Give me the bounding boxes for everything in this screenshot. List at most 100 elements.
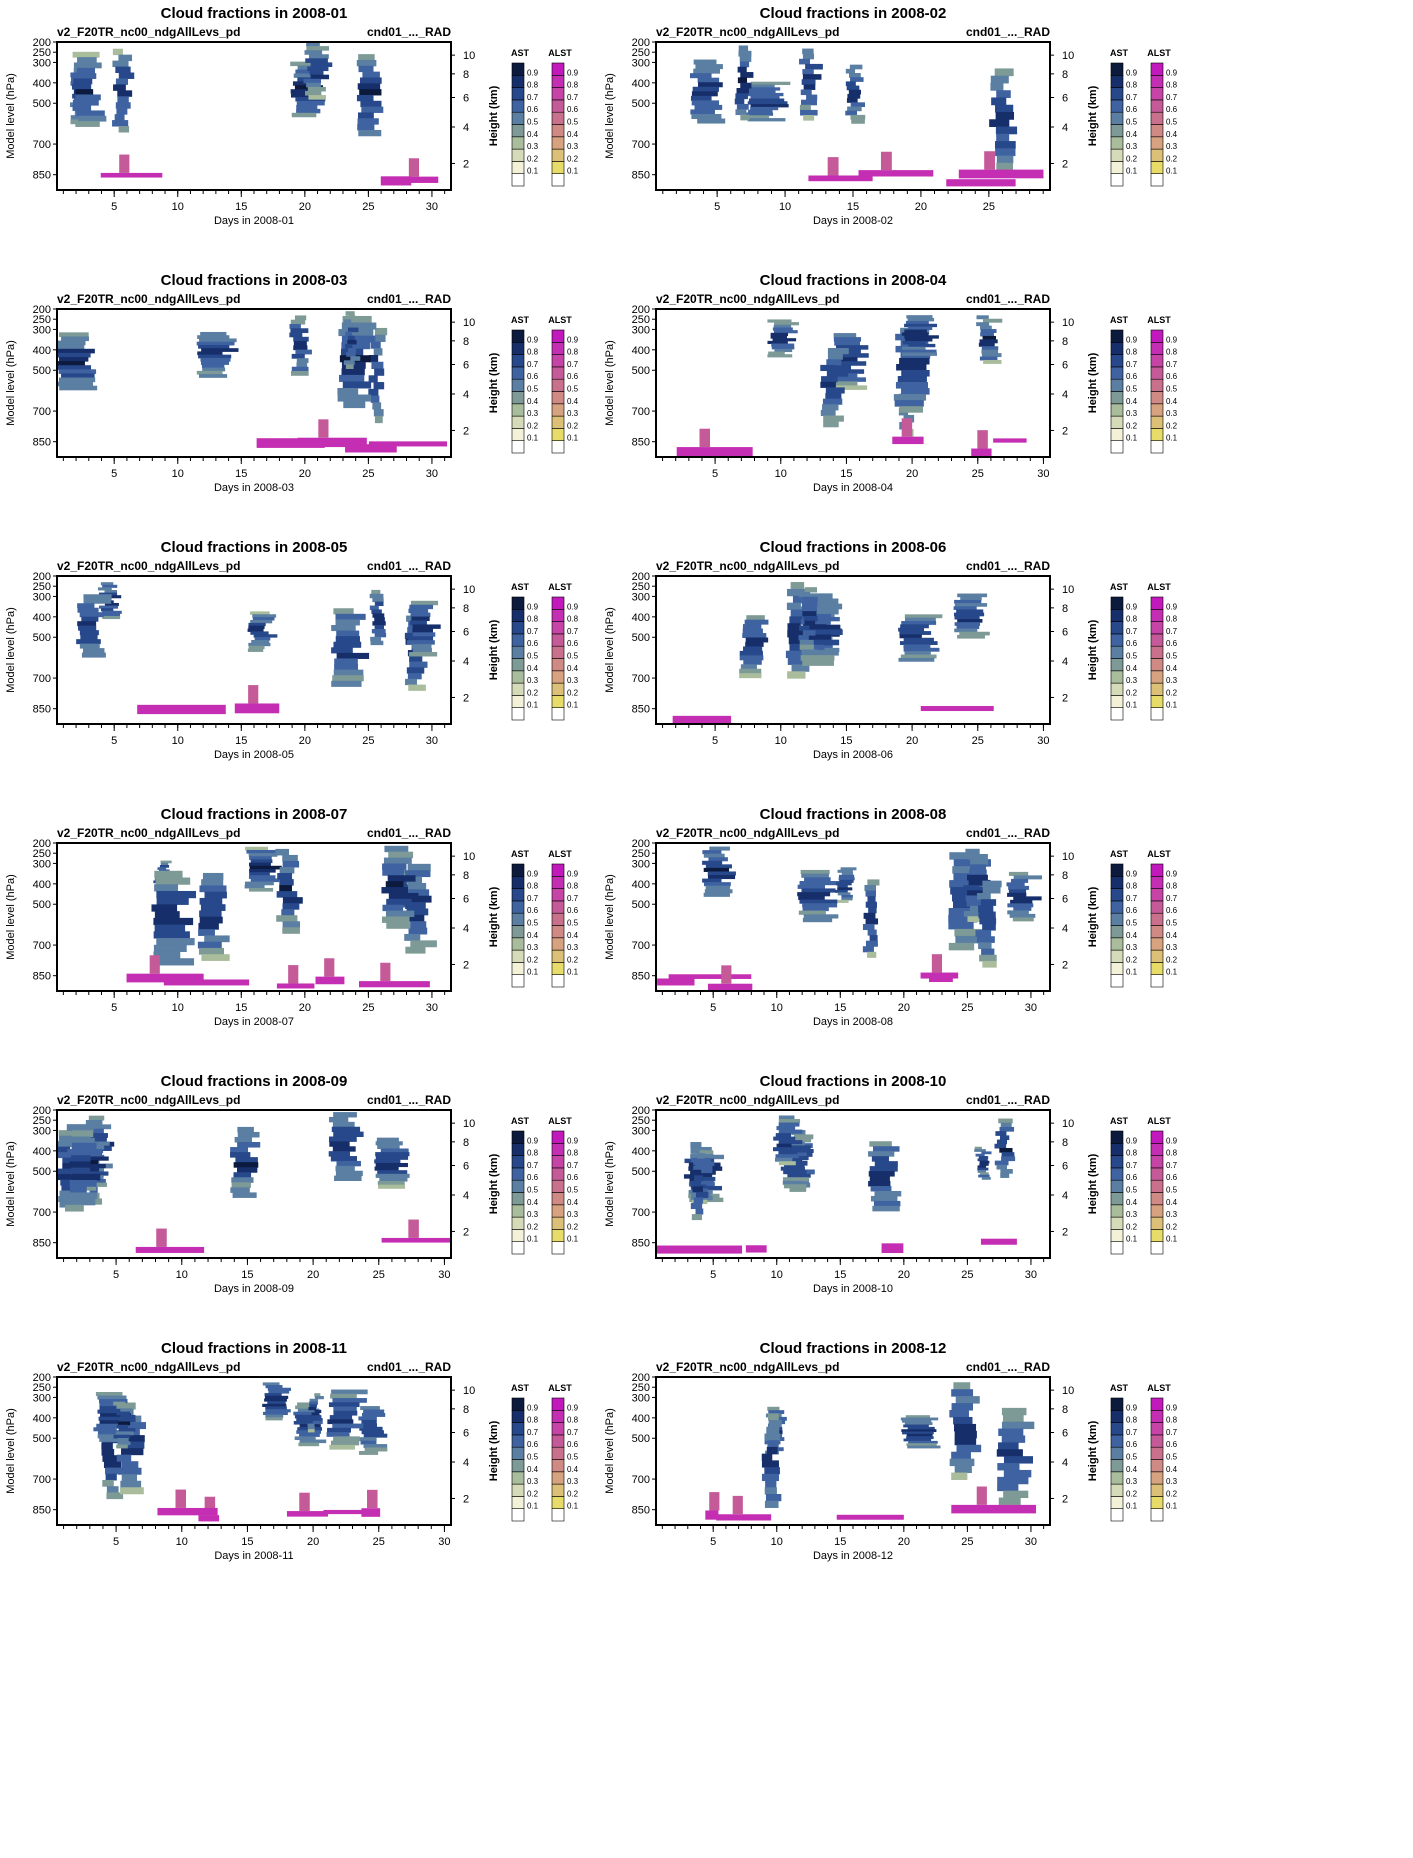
colorbar-title: AST — [511, 315, 530, 325]
panel-title: Cloud fractions in 2008-05 — [161, 539, 348, 556]
cloud-field — [657, 846, 1042, 991]
ast-cell — [276, 891, 298, 898]
ast-cell — [778, 1129, 803, 1134]
colorbar-swatch — [511, 1204, 525, 1218]
ast-cell — [77, 57, 97, 63]
colorbar-label: 0.5 — [1166, 118, 1178, 127]
ast-cell — [800, 619, 831, 625]
colorbar-label: 0.1 — [567, 1235, 579, 1244]
colorbar-swatch — [1110, 925, 1124, 939]
case-name: v2_F20TR_nc00_ndgAllLevs_pd — [656, 1360, 839, 1374]
ast-cell — [739, 61, 750, 68]
colorbar-label: 0.1 — [1166, 167, 1178, 176]
colorbar-swatch — [1150, 1241, 1164, 1255]
y-tick-label: 850 — [33, 1505, 51, 1517]
colorbar-label: 0.5 — [567, 1186, 579, 1195]
ast-cell — [385, 910, 415, 918]
colorbar-label: 0.8 — [1126, 882, 1138, 891]
alst-cell — [286, 1511, 328, 1517]
ast-cell — [104, 589, 118, 594]
x-tick-label: 15 — [834, 1269, 846, 1281]
colorbar-label: 0.7 — [1126, 894, 1138, 903]
colorbar-swatch — [1110, 161, 1124, 174]
ast-cell — [59, 1201, 78, 1208]
ast-cell — [787, 1173, 811, 1178]
x-tick-label: 30 — [1025, 1269, 1037, 1281]
ast-cell — [948, 914, 978, 923]
ast-cell — [282, 921, 301, 928]
ast-cell — [412, 624, 441, 629]
colorbar-swatch — [511, 912, 525, 926]
y2-tick-label: 4 — [1062, 923, 1068, 935]
ast-cell — [771, 346, 795, 350]
ast-cell — [356, 94, 374, 102]
ast-cell — [804, 629, 843, 636]
alst-cell — [808, 175, 873, 182]
colorbar-label: 0.1 — [1126, 701, 1138, 710]
colorbar-swatch — [1110, 1216, 1124, 1230]
ast-cell — [248, 862, 271, 867]
colorbar-label: 0.5 — [1126, 1453, 1138, 1462]
ast-cell — [789, 643, 804, 652]
alst-cell — [977, 430, 988, 449]
x-tick-label: 15 — [235, 1002, 247, 1014]
y2-tick-label: 8 — [1062, 1404, 1068, 1416]
ast-cell — [693, 1158, 706, 1165]
chart-panel: Cloud fractions in 2008-07 v2_F20TR_nc00_… — [0, 801, 706, 1117]
ast-cell — [799, 639, 814, 646]
y-axis-label: Model level (hPa) — [604, 1141, 616, 1227]
ast-cell — [345, 331, 353, 337]
y2-tick-label: 10 — [463, 584, 475, 596]
colorbar-swatch — [551, 440, 565, 454]
y-tick-label: 700 — [33, 1207, 51, 1219]
y-tick-label: 250 — [33, 314, 51, 326]
ast-cell — [784, 1148, 814, 1153]
ast-cell — [904, 1422, 933, 1426]
ast-cell — [740, 664, 757, 670]
ast-cell — [344, 323, 353, 329]
ast-cell — [71, 1136, 91, 1144]
ast-cell — [248, 853, 278, 857]
ast-cell — [737, 77, 748, 84]
colorbar-swatch — [551, 124, 565, 138]
ast-cell — [157, 867, 167, 870]
ast-cell — [200, 331, 227, 336]
ast-cell — [201, 348, 239, 352]
ast-cell — [738, 50, 752, 57]
ast-cell — [254, 637, 271, 641]
ast-cell — [690, 109, 715, 115]
y-tick-label: 850 — [632, 971, 650, 983]
y-tick-label: 700 — [33, 940, 51, 952]
ast-cell — [949, 1458, 975, 1467]
ast-cell — [333, 1112, 357, 1118]
ast-cell — [388, 892, 419, 900]
colorbar-swatch — [511, 937, 525, 951]
colorbar-swatch — [1150, 124, 1164, 138]
ast-cell — [694, 1175, 703, 1182]
y2-tick-label: 10 — [463, 1118, 475, 1130]
ast-cell — [314, 1418, 323, 1422]
ast-cell — [343, 319, 352, 324]
ast-cell — [1007, 903, 1034, 908]
colorbar-swatch — [551, 1446, 565, 1460]
ast-cell — [331, 1126, 361, 1133]
ast-cell — [764, 1467, 780, 1475]
ast-cell — [776, 1143, 792, 1148]
colorbar-label: 0.1 — [1166, 968, 1178, 977]
ast-cell — [244, 881, 274, 886]
panel-svg: Cloud fractions in 2008-09v2_F20TR_nc00_… — [5, 1073, 579, 1295]
ast-cell — [293, 345, 308, 351]
ast-cell — [906, 1436, 934, 1440]
ast-cell — [248, 645, 265, 650]
ast-cell — [314, 1393, 321, 1397]
ast-cell — [833, 337, 862, 342]
x-tick-label: 25 — [983, 201, 995, 213]
ast-cell — [57, 381, 94, 387]
ast-cell — [336, 652, 370, 659]
ast-cell — [838, 874, 855, 878]
ast-cell — [996, 162, 1013, 171]
ast-cell — [153, 944, 187, 953]
ast-cell — [902, 341, 926, 345]
ast-cell — [979, 917, 997, 925]
ast-cell — [97, 1395, 127, 1400]
